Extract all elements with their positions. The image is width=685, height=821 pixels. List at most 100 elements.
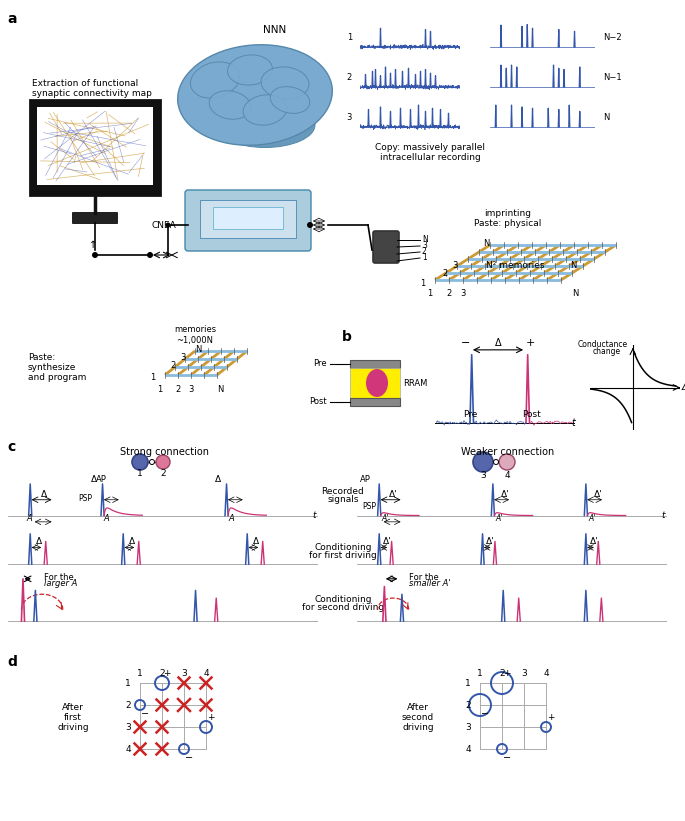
Text: N: N [572,290,578,299]
Text: Δ: Δ [253,538,259,547]
Text: Δ: Δ [41,489,47,498]
Text: driving: driving [57,722,89,732]
Text: imprinting: imprinting [484,209,532,218]
Text: t: t [662,511,665,520]
Text: N: N [195,346,201,355]
Text: synthesize: synthesize [28,364,76,373]
Text: driving: driving [402,722,434,732]
Text: 3: 3 [521,668,527,677]
Text: first: first [64,713,82,722]
Text: a: a [7,12,16,26]
Text: 1: 1 [125,678,131,687]
FancyBboxPatch shape [373,231,399,263]
Text: c: c [7,440,15,454]
Text: A': A' [495,514,503,523]
Bar [213,207,283,229]
Text: A: A [228,514,234,523]
Text: −: − [481,709,489,719]
Text: t: t [572,419,575,429]
Text: Post: Post [522,410,540,419]
Ellipse shape [366,369,388,397]
Text: NNN: NNN [263,25,286,35]
Text: 3: 3 [480,470,486,479]
Text: N: N [422,236,427,245]
Text: 3: 3 [347,113,352,122]
Circle shape [499,454,515,470]
Text: Δ: Δ [36,538,42,547]
Ellipse shape [177,44,332,145]
Text: 3: 3 [125,722,131,732]
Text: for first driving: for first driving [309,551,377,559]
Text: 1: 1 [422,254,427,263]
Text: 2: 2 [443,268,447,277]
Text: Δ': Δ' [486,538,495,547]
Text: signals: signals [327,496,359,504]
Circle shape [473,452,493,472]
Text: Δ': Δ' [501,489,509,498]
Text: 2: 2 [171,361,175,370]
Text: After: After [407,703,429,712]
Text: Paste: physical: Paste: physical [474,219,542,228]
Text: +: + [503,669,511,678]
Text: 2: 2 [159,668,165,677]
Ellipse shape [209,91,251,119]
Text: 4: 4 [203,668,209,677]
Text: Weaker connection: Weaker connection [462,447,555,457]
Ellipse shape [243,95,287,125]
FancyBboxPatch shape [185,190,311,251]
Text: For the: For the [409,573,438,582]
Text: smaller A': smaller A' [409,579,450,588]
Ellipse shape [190,62,240,98]
Text: 2: 2 [447,290,451,299]
Text: +: + [163,669,171,678]
Text: 2: 2 [422,247,427,256]
Text: Copy: massively parallel: Copy: massively parallel [375,144,485,153]
Text: A': A' [382,514,389,523]
Text: For the: For the [44,573,74,582]
Text: 4: 4 [504,470,510,479]
Text: Extraction of functional: Extraction of functional [32,79,138,88]
Text: −: − [141,709,149,719]
Bar [37,107,153,185]
Text: 1: 1 [137,668,143,677]
Text: N² memories: N² memories [486,262,545,270]
Text: and program: and program [28,374,86,383]
Text: Pre: Pre [463,410,477,419]
Text: Pre: Pre [313,360,327,369]
Text: 2: 2 [175,384,181,393]
Text: Paste:: Paste: [28,354,55,363]
Circle shape [307,222,313,228]
Text: synaptic connectivity map: synaptic connectivity map [32,89,152,98]
Text: Δ: Δ [495,338,501,348]
Text: N: N [570,262,576,270]
Text: −: − [461,338,471,348]
Text: A': A' [588,514,596,523]
Circle shape [493,460,499,465]
Ellipse shape [261,67,309,99]
Bar [350,360,400,368]
Circle shape [166,222,171,227]
Text: 1: 1 [427,290,433,299]
Text: 1: 1 [477,668,483,677]
Text: Δ: Δ [129,538,135,547]
Text: Strong connection: Strong connection [121,447,210,457]
Text: Recorded: Recorded [322,488,364,497]
Text: RRAM: RRAM [403,378,427,388]
Text: 2: 2 [465,700,471,709]
Text: 4: 4 [543,668,549,677]
Text: 2: 2 [347,74,352,82]
Text: 4: 4 [125,745,131,754]
Text: N: N [603,113,610,122]
Text: After: After [62,703,84,712]
Text: 3: 3 [460,290,466,299]
Text: PSP: PSP [78,494,92,503]
Text: 3: 3 [180,352,186,361]
Text: 1: 1 [421,278,425,287]
Text: Conditioning: Conditioning [314,543,372,552]
Text: Conductance: Conductance [577,340,628,349]
Text: Δ: Δ [90,475,97,484]
Text: N−2: N−2 [603,34,621,43]
Text: ~1,000N: ~1,000N [177,336,214,345]
Text: 3: 3 [181,668,187,677]
Text: 3: 3 [422,241,427,250]
